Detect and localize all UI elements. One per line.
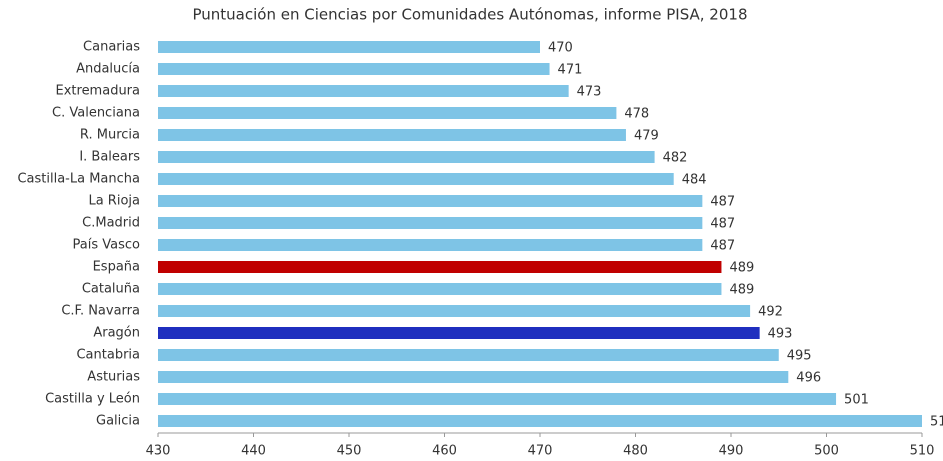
bar — [158, 63, 550, 75]
x-tick-label: 500 — [814, 444, 839, 459]
bar — [158, 217, 703, 229]
chart-title: Puntuación en Ciencias por Comunidades A… — [193, 6, 748, 24]
bar — [158, 305, 751, 317]
x-tick-label: 430 — [146, 444, 171, 459]
y-tick-label: C.Madrid — [82, 216, 140, 231]
value-label: 487 — [710, 195, 735, 210]
value-label: 484 — [682, 173, 707, 188]
bar — [158, 393, 837, 405]
x-tick-label: 470 — [528, 444, 553, 459]
value-label: 473 — [577, 85, 602, 100]
bar — [158, 371, 789, 383]
value-label: 495 — [787, 349, 812, 364]
y-tick-label: La Rioja — [88, 194, 140, 209]
bar — [158, 195, 703, 207]
value-label: 487 — [710, 217, 735, 232]
value-label: 479 — [634, 129, 659, 144]
x-tick-label: 510 — [910, 444, 935, 459]
value-label: 496 — [796, 371, 821, 386]
y-tick-label: Cataluña — [82, 282, 140, 297]
y-tick-label: Extremadura — [56, 84, 141, 99]
value-label: 492 — [758, 305, 783, 320]
y-tick-label: R. Murcia — [80, 128, 140, 143]
bar — [158, 327, 760, 339]
y-tick-label: País Vasco — [73, 238, 141, 253]
x-tick-label: 450 — [337, 444, 362, 459]
value-label: 482 — [663, 151, 688, 166]
bar — [158, 261, 722, 273]
y-tick-label: Asturias — [87, 370, 140, 385]
value-label: 471 — [558, 63, 583, 78]
x-tick-label: 460 — [432, 444, 457, 459]
y-tick-label: C. Valenciana — [52, 106, 140, 121]
bar — [158, 151, 655, 163]
bar — [158, 349, 779, 361]
value-label: 489 — [729, 283, 754, 298]
value-label: 493 — [768, 327, 793, 342]
bar — [158, 283, 722, 295]
bar — [158, 129, 626, 141]
y-tick-label: Castilla y León — [45, 392, 140, 407]
y-tick-label: España — [93, 260, 140, 275]
y-tick-label: Cantabria — [76, 348, 140, 363]
value-label: 470 — [548, 41, 573, 56]
value-label: 510 — [930, 415, 943, 430]
value-label: 501 — [844, 393, 869, 408]
value-label: 489 — [729, 261, 754, 276]
value-label: 478 — [624, 107, 649, 122]
value-label: 487 — [710, 239, 735, 254]
y-tick-label: Castilla-La Mancha — [17, 172, 140, 187]
bar — [158, 85, 569, 97]
x-tick-label: 490 — [719, 444, 744, 459]
y-tick-label: I. Balears — [79, 150, 140, 165]
x-tick-label: 480 — [623, 444, 648, 459]
y-tick-label: C.F. Navarra — [61, 304, 140, 319]
y-tick-label: Andalucía — [76, 62, 140, 77]
x-tick-label: 440 — [241, 444, 266, 459]
bar — [158, 173, 674, 185]
y-tick-label: Aragón — [93, 326, 140, 341]
bar — [158, 415, 922, 427]
y-tick-label: Canarias — [83, 40, 140, 55]
bar — [158, 239, 703, 251]
bar — [158, 41, 540, 53]
y-tick-label: Galicia — [96, 414, 140, 429]
bar — [158, 107, 617, 119]
